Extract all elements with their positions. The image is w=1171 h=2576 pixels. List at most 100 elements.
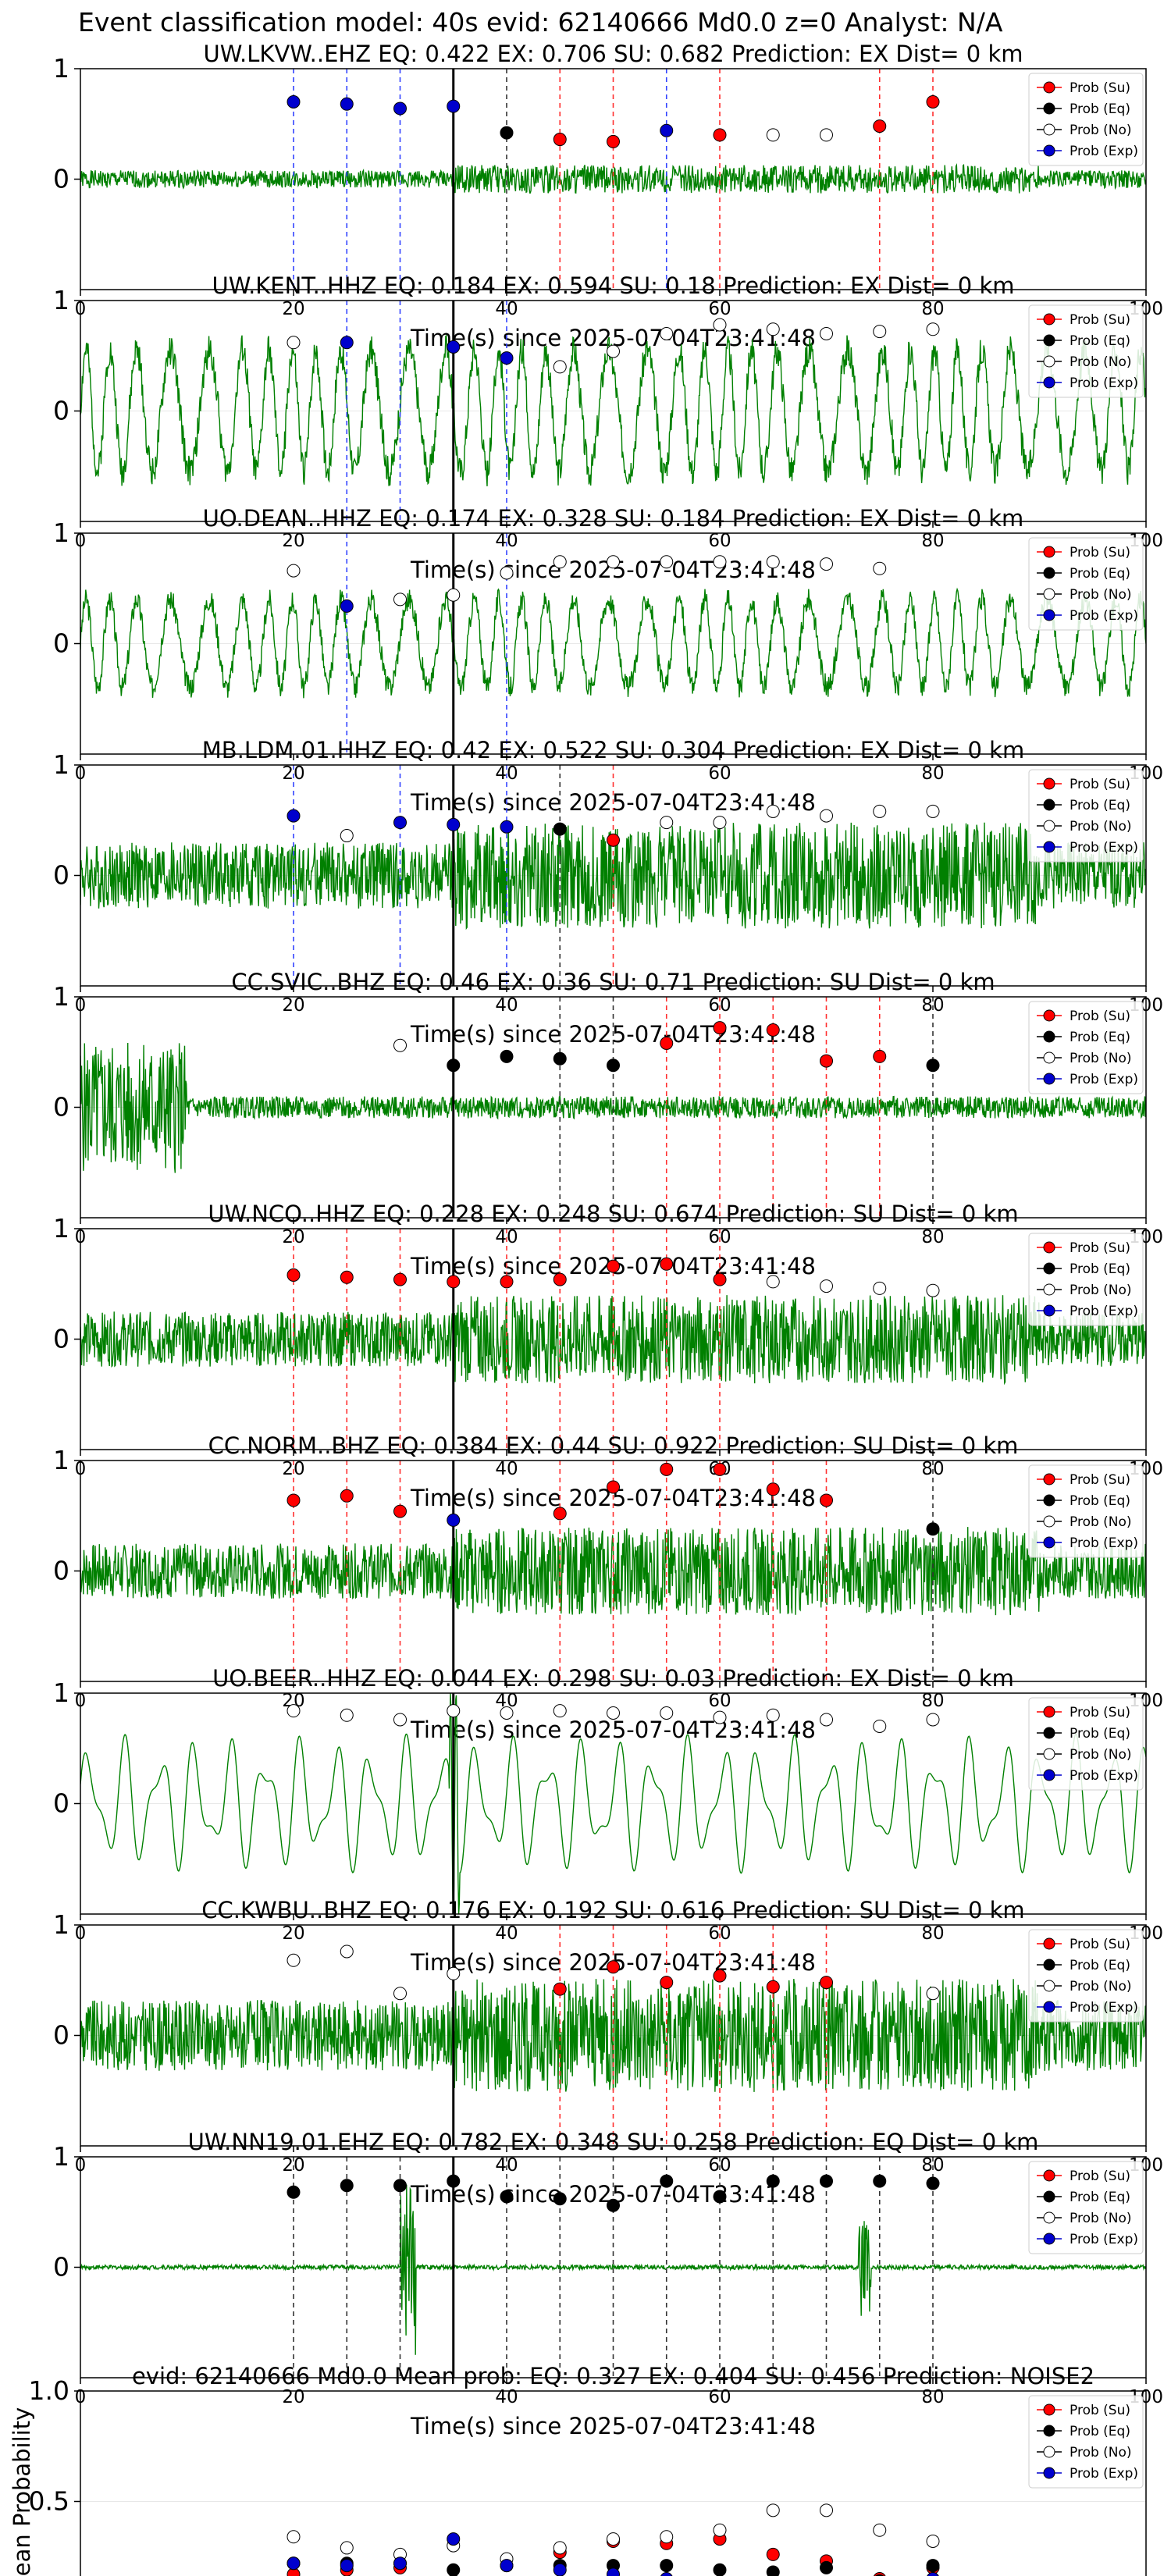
legend-marker-eq	[1043, 2190, 1055, 2203]
y-tick-label: 0.5	[29, 2486, 69, 2517]
legend-marker-eq	[1043, 799, 1055, 811]
y-tick-label: 0	[53, 1556, 69, 1586]
legend-marker-su	[1043, 81, 1055, 94]
prob-point-su	[393, 1504, 407, 1518]
prob-point-eq	[447, 2174, 461, 2188]
legend-marker-su	[1043, 777, 1055, 790]
legend-marker-no	[1043, 2446, 1055, 2458]
mean-prob-point-exp	[500, 2559, 514, 2573]
y-tick-label: 0	[53, 628, 69, 659]
prob-point-su	[820, 1493, 833, 1507]
legend-label: Prob (Su)	[1070, 312, 1130, 328]
legend-label: Prob (Eq)	[1070, 1261, 1130, 1277]
y-tick-label: 1	[53, 285, 69, 315]
legend-label: Prob (Su)	[1070, 1009, 1130, 1024]
legend-label: Prob (No)	[1070, 1747, 1132, 1763]
prob-point-su	[607, 134, 620, 148]
y-tick-label: 0	[53, 1324, 69, 1354]
y-tick-label: 0	[53, 1092, 69, 1123]
legend-label: Prob (Eq)	[1070, 1030, 1130, 1045]
legend: Prob (Su) Prob (Eq) Prob (No) Prob (Exp)	[1028, 1464, 1144, 1558]
x-tick-label: 40	[495, 1459, 518, 1479]
prob-point-eq	[607, 1059, 620, 1073]
prob-point-no	[820, 557, 833, 571]
prob-point-su	[607, 833, 620, 847]
x-tick-label: 80	[921, 1691, 944, 1711]
prob-point-su	[766, 1023, 780, 1037]
prob-point-su	[607, 1259, 620, 1273]
prob-point-su	[926, 94, 940, 109]
prob-point-no	[340, 829, 354, 843]
legend-label: Prob (No)	[1070, 587, 1132, 603]
y-tick-label: 1	[53, 1909, 69, 1940]
legend-marker-exp	[1043, 2233, 1055, 2245]
waveform-trace	[80, 1042, 1146, 1173]
legend: Prob (Su) Prob (Eq) Prob (No) Prob (Exp)	[1028, 73, 1144, 166]
prob-point-eq	[873, 2174, 887, 2188]
prob-point-no	[873, 561, 887, 575]
legend-label: Prob (Exp)	[1070, 2232, 1138, 2247]
y-tick-label: 1	[53, 981, 69, 1012]
legend-label: Prob (No)	[1070, 1514, 1132, 1530]
mean-prob-point-exp	[287, 2556, 301, 2571]
legend-marker-no	[1043, 1748, 1055, 1760]
prob-point-no	[713, 816, 727, 830]
legend-label: Prob (Su)	[1070, 1240, 1130, 1256]
legend: Prob (Su) Prob (Eq) Prob (No) Prob (Exp)	[1028, 1697, 1144, 1791]
legend-marker-eq	[1043, 1030, 1055, 1043]
legend-marker-no	[1043, 1051, 1055, 1064]
prob-point-no	[926, 1283, 940, 1297]
prob-point-su	[713, 1272, 727, 1286]
y-tick-label: 1	[53, 2141, 69, 2172]
prob-point-no	[713, 1710, 727, 1724]
prob-point-su	[873, 1049, 887, 1063]
prob-point-no	[926, 804, 940, 818]
prob-point-eq	[766, 2174, 780, 2188]
prob-point-exp	[393, 816, 407, 830]
x-tick-label: 40	[495, 1923, 518, 1944]
legend-label: Prob (Eq)	[1070, 1493, 1130, 1509]
prob-point-eq	[553, 1051, 567, 1066]
prob-point-su	[766, 1482, 780, 1496]
x-tick-label: 60	[708, 2387, 731, 2407]
mean-prob-point-su	[766, 2547, 780, 2561]
legend-marker-no	[1043, 1980, 1055, 1992]
prob-point-eq	[340, 2179, 354, 2193]
legend-box	[1028, 2161, 1144, 2254]
prob-point-no	[447, 588, 461, 602]
prob-point-exp	[340, 599, 354, 613]
legend-label: Prob (No)	[1070, 2445, 1132, 2460]
x-tick-label: 60	[708, 1691, 731, 1711]
mean-prob-point-exp	[340, 2559, 354, 2573]
panel-title: MB.LDM.01.HHZ EQ: 0.42 EX: 0.522 SU: 0.3…	[202, 737, 1024, 763]
prob-point-no	[766, 1275, 780, 1289]
x-tick-label: 20	[282, 2387, 304, 2407]
mean-prob-point-exp	[447, 2532, 461, 2546]
mean-prob-point-no	[340, 2541, 354, 2555]
prob-point-no	[287, 564, 301, 578]
legend-marker-exp	[1043, 144, 1055, 157]
legend-label: Prob (No)	[1070, 354, 1132, 370]
waveform-trace	[80, 1295, 1146, 1386]
prob-point-exp	[340, 97, 354, 111]
x-tick-label: 80	[921, 763, 944, 784]
prob-point-no	[873, 804, 887, 818]
panels: 0 20 40 60 80 1 0 0 0 1 UW.LKVW..EHZ EQ: 0.422 EX:…	[9, 41, 1163, 2576]
legend-label: Prob (Su)	[1070, 1472, 1130, 1488]
legend: Prob (Su) Prob (Eq) Prob (No) Prob (Exp)	[1028, 304, 1144, 398]
waveform-trace	[80, 587, 1146, 699]
legend-label: Prob (Eq)	[1070, 101, 1130, 117]
prob-point-no	[660, 326, 674, 340]
legend-marker-su	[1043, 1706, 1055, 1718]
legend-marker-eq	[1043, 334, 1055, 347]
legend-marker-exp	[1043, 609, 1055, 621]
y-axis-label: Mean Probability	[9, 2407, 35, 2576]
prob-point-su	[287, 1493, 301, 1507]
prob-point-no	[713, 318, 727, 332]
prob-point-exp	[447, 99, 461, 113]
